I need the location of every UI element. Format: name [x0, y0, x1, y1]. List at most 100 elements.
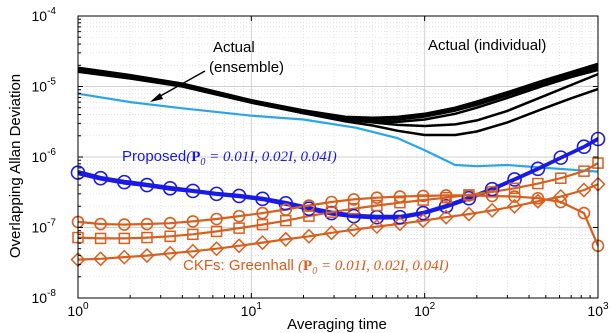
- data-point-proposed-circle: [185, 183, 201, 199]
- annotation-ckf: CKFs: Greenhall (P0 = 0.01I, 0.02I, 0.04…: [183, 257, 449, 277]
- annotation-ckf-prefix: CKFs: Greenhall: [183, 257, 298, 274]
- data-point-ckf-diamond: [162, 245, 178, 261]
- data-point-proposed-circle: [530, 161, 546, 177]
- annotation-ckf-rest: = 0.01I, 0.02I, 0.04I): [317, 258, 448, 274]
- data-point-ckf-circle: [210, 212, 223, 226]
- series-line-proposed-9: [77, 138, 599, 220]
- data-point-proposed-circle: [301, 201, 317, 216]
- y-tick-label: 10-8: [32, 288, 57, 306]
- data-point-ckf-square: [280, 214, 292, 227]
- data-point-ckf-circle: [531, 191, 545, 205]
- data-point-ckf-square: [348, 202, 360, 215]
- data-point-proposed-circle: [438, 198, 454, 214]
- data-point-ckf-circle: [370, 191, 384, 204]
- x-tick-exponent: 1: [256, 301, 262, 312]
- data-point-ckf-diamond: [392, 216, 408, 232]
- data-point-ckf-circle: [347, 193, 361, 206]
- annotation-actual-ensemble-1: Actual: [213, 39, 255, 56]
- annotation-ckf-open: (: [298, 258, 304, 274]
- data-point-ckf-square: [164, 230, 176, 243]
- data-point-ckf-square: [187, 228, 199, 241]
- data-point-ckf-square: [463, 189, 475, 201]
- data-point-proposed-circle: [209, 186, 224, 202]
- data-point-proposed-circle: [553, 150, 569, 165]
- y-tick-exponent: -5: [47, 77, 56, 88]
- data-point-ckf-square: [394, 196, 406, 209]
- series-lines: [77, 62, 600, 261]
- annotation-proposed-open: (: [186, 149, 192, 165]
- annotation-proposed: Proposed(P0 = 0.01I, 0.02I, 0.04I): [122, 148, 337, 168]
- data-point-proposed-circle: [139, 177, 155, 193]
- y-tick-label: 10-5: [32, 77, 57, 95]
- data-point-ckf-diamond: [301, 228, 317, 244]
- data-point-ckf-circle: [393, 190, 407, 203]
- data-point-ckf-square: [256, 218, 269, 231]
- data-point-ckf-square: [440, 191, 452, 204]
- y-tick-mantissa: 10: [32, 290, 48, 306]
- x-tick-label: 102: [414, 301, 436, 319]
- data-point-ckf-diamond: [530, 193, 546, 209]
- data-point-ckf-circle: [94, 217, 107, 231]
- data-point-ckf-diamond: [576, 182, 592, 198]
- data-point-proposed-circle: [255, 191, 270, 207]
- data-point-ckf-square: [141, 231, 153, 244]
- data-point-ckf-circle: [256, 206, 269, 220]
- y-tick-label: 10-4: [32, 6, 57, 24]
- data-point-ckf-square: [532, 177, 544, 190]
- data-point-ckf-square: [94, 232, 107, 245]
- x-tick-mantissa: 10: [241, 303, 257, 319]
- data-point-ckf-diamond: [323, 225, 340, 241]
- data-point-ckf-diamond: [185, 243, 201, 259]
- series-markers: [70, 131, 606, 268]
- data-point-ckf-square: [118, 232, 131, 245]
- series-line-ckf-12: [77, 183, 599, 261]
- y-tick-mantissa: 10: [32, 220, 48, 236]
- data-point-ckf-diamond: [369, 219, 385, 235]
- data-point-proposed-circle: [162, 180, 178, 196]
- data-point-ckf-diamond: [346, 222, 362, 238]
- data-point-ckf-circle: [232, 209, 246, 223]
- x-tick-exponent: 2: [430, 301, 436, 312]
- x-tick-mantissa: 10: [67, 303, 83, 319]
- x-tick-mantissa: 10: [414, 303, 430, 319]
- series-line-actual-3: [77, 68, 599, 124]
- annotation-proposed-bold: P: [191, 149, 200, 165]
- data-point-ckf-diamond: [484, 202, 500, 218]
- data-point-ckf-diamond: [116, 249, 132, 265]
- data-point-ckf-diamond: [254, 235, 271, 251]
- x-tick-label: 100: [67, 301, 89, 319]
- y-tick-exponent: -6: [47, 147, 56, 158]
- x-tick-exponent: 3: [603, 301, 609, 312]
- annotation-proposed-prefix: Proposed: [122, 148, 186, 165]
- data-point-ckf-square: [578, 165, 590, 177]
- data-point-ckf-circle: [554, 195, 568, 209]
- data-point-ckf-circle: [140, 217, 154, 231]
- annotation-proposed-sub: 0: [200, 157, 205, 168]
- x-tick-mantissa: 10: [587, 303, 603, 319]
- y-tick-mantissa: 10: [32, 149, 48, 165]
- data-point-ckf-diamond: [139, 247, 155, 264]
- data-point-ckf-diamond: [415, 213, 431, 229]
- series-line-actual-5: [77, 68, 599, 137]
- y-tick-label: 10-6: [32, 147, 57, 165]
- data-point-ckf-square: [233, 222, 245, 234]
- data-point-ckf-circle: [186, 215, 200, 228]
- data-point-proposed-circle: [392, 209, 408, 225]
- data-point-ckf-diamond: [553, 188, 569, 205]
- data-point-proposed-circle: [93, 170, 108, 186]
- data-point-ckf-square: [486, 186, 498, 198]
- annotation-arrow: [150, 70, 206, 102]
- data-point-proposed-circle: [117, 174, 132, 190]
- x-tick-label: 103: [587, 301, 609, 319]
- data-point-proposed-circle: [461, 190, 477, 206]
- x-tick-exponent: 0: [83, 301, 89, 312]
- data-point-ckf-square: [303, 210, 315, 222]
- x-axis-title: Averaging time: [287, 316, 387, 333]
- annotation-proposed-rest: = 0.01I, 0.02I, 0.04I): [205, 149, 336, 165]
- y-tick-exponent: -8: [47, 288, 56, 299]
- annotation-actual-ensemble-2: (ensemble): [209, 59, 284, 76]
- data-point-proposed-circle: [231, 188, 247, 204]
- y-tick-mantissa: 10: [32, 8, 48, 24]
